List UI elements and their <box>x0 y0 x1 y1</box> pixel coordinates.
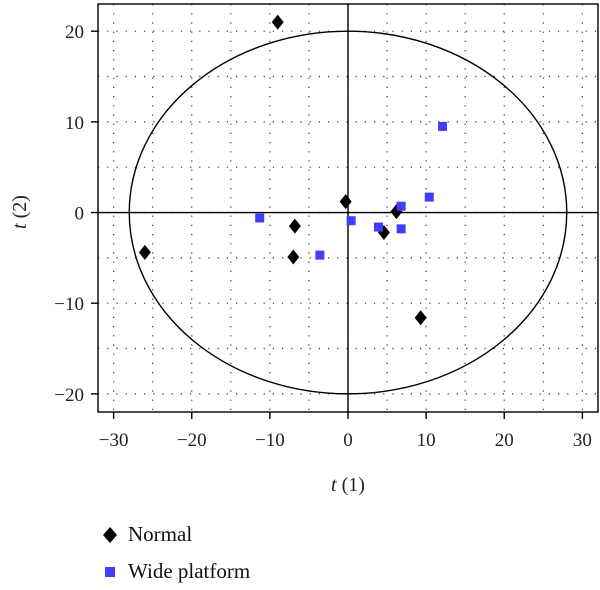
y-tick-label: −20 <box>54 385 84 406</box>
point-normal <box>339 194 352 210</box>
x-tick-label: 0 <box>343 430 353 451</box>
y-axis-label: t (2) <box>9 195 31 229</box>
point-wide-platform <box>438 121 448 131</box>
y-tick-label: 10 <box>65 113 84 134</box>
x-tick-label: −10 <box>255 430 285 451</box>
legend-item-wide-platform: Wide platform <box>98 559 250 584</box>
square-icon <box>98 563 122 581</box>
x-tick-label: 30 <box>573 430 592 451</box>
point-normal <box>287 249 300 265</box>
y-tick-label: −10 <box>54 294 84 315</box>
x-tick-label: 20 <box>495 430 514 451</box>
x-tick-label: −30 <box>99 430 129 451</box>
diamond-icon <box>98 526 122 544</box>
point-wide-platform <box>396 224 406 234</box>
point-wide-platform <box>255 213 265 223</box>
x-tick-label: −20 <box>177 430 207 451</box>
point-normal <box>414 310 427 326</box>
y-tick-label: 0 <box>75 204 85 225</box>
legend-label-wide-platform: Wide platform <box>128 559 251 583</box>
point-wide-platform <box>346 216 356 226</box>
legend-label-normal: Normal <box>128 522 193 546</box>
data-points <box>138 14 448 326</box>
y-tick-label: 20 <box>65 22 84 43</box>
legend-item-normal: Normal <box>98 522 192 547</box>
point-normal <box>271 14 284 30</box>
x-axis-label: t (1) <box>331 474 365 496</box>
point-normal <box>288 218 301 234</box>
point-normal <box>138 244 151 260</box>
point-wide-platform <box>396 201 406 211</box>
point-wide-platform <box>424 192 434 202</box>
point-wide-platform <box>373 222 383 232</box>
zero-axes <box>98 4 598 412</box>
tick-labels: −30 −20 −10 0 10 20 30 −20 −10 0 10 20 <box>54 22 592 451</box>
x-tick-label: 10 <box>417 430 436 451</box>
point-wide-platform <box>315 250 325 260</box>
